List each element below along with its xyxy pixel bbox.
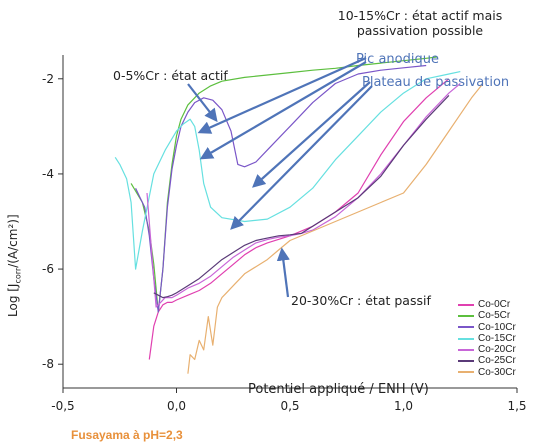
legend-entry: Co-15Cr — [458, 333, 516, 344]
series-line-co-25cr — [153, 94, 450, 299]
x-axis-label: Potentiel appliqué / ENH (V) — [248, 382, 429, 397]
series-line-co-10cr — [135, 64, 427, 313]
legend-swatch — [458, 314, 474, 317]
annotation-arrow — [187, 83, 218, 123]
y-axis-label: Log [Jcorr/(A/cm²)] — [6, 214, 23, 317]
series-line-co-30cr — [187, 83, 484, 374]
annotation-arrow — [230, 85, 373, 230]
legend-label: Co-10Cr — [478, 321, 516, 333]
y-tick-label: -4 — [42, 167, 54, 181]
legend-label: Co-5Cr — [478, 310, 511, 322]
legend-entry: Co-5Cr — [458, 310, 516, 321]
legend-swatch — [458, 371, 474, 374]
y-tick-label: -8 — [42, 357, 54, 371]
legend-entry: Co-25Cr — [458, 355, 516, 366]
legend-swatch — [458, 337, 474, 340]
annotation-arrow — [276, 247, 290, 298]
legend-label: Co-25Cr — [478, 355, 516, 367]
x-tick-label: 0,0 — [167, 399, 186, 413]
legend-entry: Co-30Cr — [458, 367, 516, 378]
series-line-co-15cr — [114, 71, 461, 270]
annotation-0-5cr: 0-5%Cr : état actif — [113, 68, 228, 83]
legend-swatch — [458, 303, 474, 306]
x-tick-label: -0,5 — [51, 399, 74, 413]
legend-entry: Co-20Cr — [458, 344, 516, 355]
legend: Co-0Cr Co-5Cr Co-10Cr Co-15Cr Co-20Cr Co-25Cr… — [458, 299, 516, 378]
series-line-co-20cr — [146, 83, 461, 308]
annotation-arrow — [252, 81, 371, 188]
axes: -0,5 0,0 0,5 1,0 1,5 -8 -6 -4 -2 — [42, 55, 527, 413]
legend-label: Co-15Cr — [478, 332, 516, 344]
annotation-10-15cr: 10-15%Cr : état actif mais passivation p… — [337, 8, 503, 38]
annotation-20-30cr: 20-30%Cr : état passif — [291, 293, 431, 308]
caption: Fusayama à pH=2,3 — [71, 428, 183, 442]
legend-label: Co-30Cr — [478, 366, 516, 378]
annotation-arrow — [197, 56, 367, 134]
annotation-plateau-passivation: Plateau de passivation — [362, 75, 510, 90]
annotation-arrow — [199, 61, 367, 160]
legend-entry: Co-10Cr — [458, 322, 516, 333]
y-tick-label: -6 — [42, 262, 54, 276]
annotation-pic-anodique: Pic anodique — [356, 52, 439, 67]
series-group — [114, 56, 484, 374]
x-tick-label: 0,5 — [280, 399, 299, 413]
x-tick-label: 1,5 — [507, 399, 526, 413]
legend-entry: Co-0Cr — [458, 299, 516, 310]
legend-swatch — [458, 326, 474, 329]
legend-label: Co-20Cr — [478, 344, 516, 356]
legend-swatch — [458, 348, 474, 351]
legend-label: Co-0Cr — [478, 299, 511, 310]
series-line-co-0cr — [148, 78, 450, 360]
y-tick-label: -2 — [42, 72, 54, 86]
annotation-arrows — [187, 56, 373, 298]
x-tick-label: 1,0 — [394, 399, 413, 413]
legend-swatch — [458, 360, 474, 363]
